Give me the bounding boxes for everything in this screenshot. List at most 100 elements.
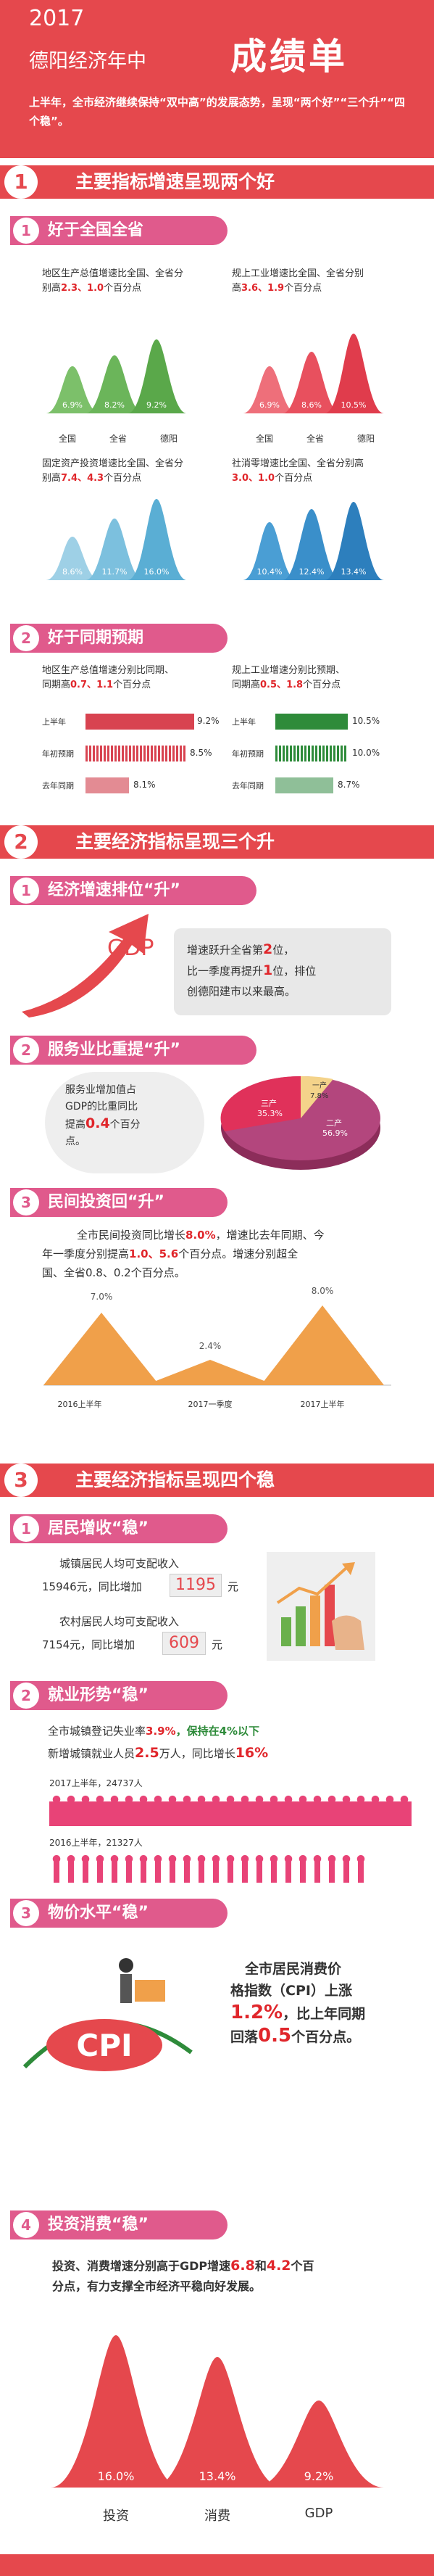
rural-increase-box: 609 xyxy=(162,1632,206,1655)
service-text: 服务业增加值占 GDP的比重同比 提高0.4个百分 点。 xyxy=(65,1082,188,1150)
bar-row-label: 去年同期 xyxy=(42,781,74,790)
text-line: 规上工业增速分别比预期、 xyxy=(232,665,346,676)
text-part: 同期高 xyxy=(42,680,71,690)
peak-label: 13.4% xyxy=(341,567,367,577)
text-part: 同期高 xyxy=(232,680,261,690)
section-1-bar: 1 主要指标增速呈现两个好 xyxy=(0,165,434,199)
header-banner: 2017 德阳经济年中 成绩单 上半年，全市经济继续保持“双中高”的发展态势，呈… xyxy=(0,0,434,158)
bar-row-label: 年初预期 xyxy=(232,749,264,759)
axis-label: 德阳 xyxy=(159,434,178,444)
value-red: 2.5 xyxy=(135,1745,159,1761)
section-1-number: 1 xyxy=(4,165,38,199)
text-part: 高 xyxy=(232,283,242,294)
value-red: 1.9 xyxy=(267,283,285,294)
header-year: 2017 xyxy=(29,6,85,31)
unit-label: 元 xyxy=(212,1638,223,1651)
triangle-2016h1 xyxy=(43,1313,159,1385)
text-part: 全市民间投资同比增长 xyxy=(77,1229,186,1242)
panel-retail-text: 社消零增速比全国、全省分别高 3.0、1.0个百分点 xyxy=(232,457,420,486)
pie-label: 三产 xyxy=(261,1098,277,1108)
axis-label: GDP xyxy=(304,2506,333,2521)
income-growth-icon xyxy=(267,1552,375,1661)
text-part: 回落 xyxy=(230,2029,259,2045)
peak-label: 6.9% xyxy=(259,400,280,410)
text-line: 创德阳建市以来最高。 xyxy=(187,985,296,998)
expect-industry-text: 规上工业增速分别比预期、 同期高0.5、1.8个百分点 xyxy=(232,664,420,693)
person-body xyxy=(120,1974,132,2003)
text-part: 个百分点 xyxy=(104,473,142,484)
peak-label: 10.5% xyxy=(341,400,367,410)
bar-h1 xyxy=(275,714,348,730)
sub-tab-number: 1 xyxy=(13,1516,39,1542)
triangle-label: 7.0% xyxy=(91,1292,113,1302)
value-red: 16% xyxy=(235,1745,269,1761)
text-part: 增速跃升全省第 xyxy=(187,944,264,957)
value-red: 1.2% xyxy=(230,2002,283,2023)
pie-first-industry xyxy=(301,1076,333,1118)
peak-deyang xyxy=(325,502,384,580)
text-line: 点。 xyxy=(65,1136,85,1147)
section-2-title: 主要经济指标呈现三个升 xyxy=(75,831,275,852)
text-part: 个百分点 xyxy=(104,283,142,294)
gdp-label: GDP xyxy=(107,936,154,961)
section-2-number: 2 xyxy=(4,825,38,859)
peak-province xyxy=(283,509,341,580)
bar-value: 8.1% xyxy=(133,780,156,790)
sub-tab-number: 2 xyxy=(13,1683,39,1709)
text-part: 、 xyxy=(258,283,268,294)
section-3-bar: 3 主要经济指标呈现四个稳 xyxy=(0,1464,434,1497)
axis-label: 2016上半年 xyxy=(57,1400,102,1409)
bar-value: 8.5% xyxy=(190,748,212,758)
text-part: 全市城镇登记失业率 xyxy=(48,1725,146,1738)
text-part: 个百分点 xyxy=(303,680,341,690)
text-part: 、 xyxy=(78,283,88,294)
axis-label: 德阳 xyxy=(356,434,375,444)
value-red: 4.2 xyxy=(266,2258,291,2274)
peak-label: 13.4% xyxy=(199,2469,236,2483)
value-red: 0.7 xyxy=(70,680,88,690)
sub-tab-2-2: 2 服务业比重提“升” xyxy=(10,1036,256,1065)
text-line: 地区生产总值增速比全国、全省分 xyxy=(42,268,184,279)
value-red: 3.6 xyxy=(241,283,259,294)
value-red: 8.0% xyxy=(185,1229,216,1242)
text-part: 投资、消费增速分别高于GDP增速 xyxy=(52,2259,231,2273)
sub-tab-title: 民间投资回“升” xyxy=(48,1193,164,1211)
peak-label: 9.2% xyxy=(304,2469,334,2483)
bar-value: 10.0% xyxy=(352,748,380,758)
bar-row-label: 上半年 xyxy=(232,717,256,727)
sub-tab-number: 4 xyxy=(13,2212,39,2238)
people-bodies-2016 xyxy=(49,1852,368,1886)
axis-label: 2017上半年 xyxy=(300,1400,345,1409)
bar-value: 10.5% xyxy=(352,716,380,726)
text-part: 年一季度分别提高 xyxy=(42,1247,130,1260)
text-line: 固定资产投资增速比全国、全省分 xyxy=(42,458,184,469)
axis-label: 全国 xyxy=(255,434,273,444)
triangle-2017h1 xyxy=(261,1305,384,1385)
text-part: 个百分点 xyxy=(275,473,313,484)
sub-tab-number: 1 xyxy=(13,218,39,244)
triangle-label: 8.0% xyxy=(312,1286,334,1296)
pie-label: 二产 xyxy=(326,1118,342,1128)
axis-label: 投资 xyxy=(103,2509,129,2524)
text-part: 别高 xyxy=(42,473,62,484)
sub-tab-2-3: 3 民间投资回“升” xyxy=(10,1188,228,1217)
header-big-title: 成绩单 xyxy=(230,36,348,78)
peak-national xyxy=(46,366,100,413)
peak-label: 8.6% xyxy=(301,400,322,410)
sub-tab-title: 好于全国全省 xyxy=(48,221,144,239)
triangle-label: 2.4% xyxy=(199,1341,222,1351)
header-description: 上半年，全市经济继续保持“双中高”的发展态势，呈现“两个好”“三个升”“四个稳”… xyxy=(29,96,406,128)
bar-expected xyxy=(275,746,348,761)
pie-chart-industry-share: 一产 7.8% 二产 56.9% 三产 35.3% xyxy=(220,1076,380,1170)
sub-tab-3-4: 4 投资消费“稳” xyxy=(10,2210,228,2239)
text-part: 个百分点。 xyxy=(291,2029,361,2045)
pie-third-industry xyxy=(220,1076,301,1131)
expect-gdp-text: 地区生产总值增速分别比同期、 同期高0.7、1.1个百分点 xyxy=(42,664,230,693)
panel-investment-text: 固定资产投资增速比全国、全省分 别高7.4、4.3个百分点 xyxy=(42,457,230,486)
text-part: 位，排位 xyxy=(272,965,317,978)
value-red: 3.0 xyxy=(232,473,249,484)
value-red: 1.0 xyxy=(129,1247,149,1260)
bar-row-label: 年初预期 xyxy=(42,749,74,759)
text-part: 万人，同比增长 xyxy=(159,1747,235,1760)
text-line: 格指数（CPI）上涨 xyxy=(230,1983,352,1999)
